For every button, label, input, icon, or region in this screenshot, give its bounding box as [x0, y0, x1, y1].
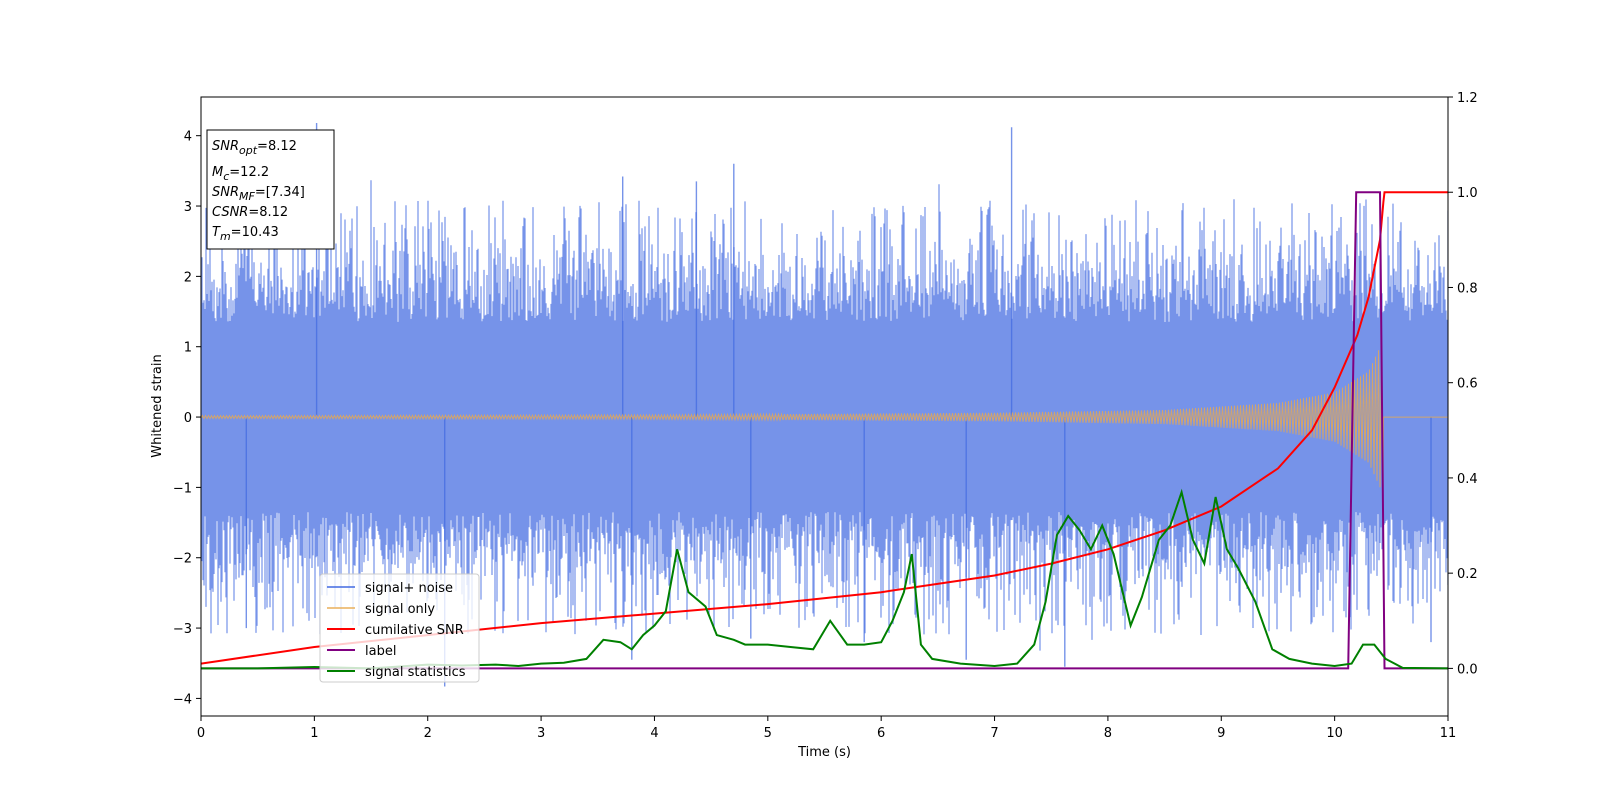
- x-tick-label: 8: [1104, 726, 1112, 741]
- annotation-box: SNRopt=8.12Mc=12.2SNRMF=[7.34]CSNR=8.12T…: [206, 129, 335, 250]
- y-tick-label: 1: [184, 341, 192, 356]
- legend: signal+ noise signal only cumilative SNR la…: [319, 573, 480, 683]
- y-tick-label: 2: [184, 270, 192, 285]
- annotation-lines: SNRopt=8.12Mc=12.2SNRMF=[7.34]CSNR=8.12T…: [212, 139, 305, 243]
- plot-frame: [200, 96, 1449, 717]
- x-axis: 0 1 2 3 4 5 6 7 8 9 10 11: [197, 716, 1456, 741]
- annotation-symbol: SNR: [212, 185, 239, 200]
- annotation-line: Tm=10.43: [212, 225, 279, 243]
- x-tick-label: 11: [1440, 726, 1457, 741]
- signal-noise-spikes: [245, 123, 1432, 687]
- y2-tick-label: 0.8: [1457, 281, 1478, 296]
- y-axis-right: 0.0 0.2 0.4 0.6 0.8 1.0 1.2: [1448, 91, 1478, 677]
- annotation-value: =8.12: [257, 139, 297, 154]
- x-tick-label: 0: [197, 726, 205, 741]
- legend-label: cumilative SNR: [365, 623, 464, 638]
- chirp-layer: [201, 343, 1448, 494]
- legend-entries: signal+ noise signal only cumilative SNR la…: [327, 581, 466, 680]
- y2-tick-label: 0.2: [1457, 567, 1478, 582]
- x-tick-label: 2: [424, 726, 432, 741]
- annotation-line: CSNR=8.12: [212, 205, 288, 220]
- legend-label: signal+ noise: [365, 581, 453, 596]
- y-axis-label: Whitened strain: [150, 354, 165, 457]
- annotation-line: SNRMF=[7.34]: [212, 185, 305, 203]
- x-tick-label: 4: [650, 726, 658, 741]
- annotation-value: =8.12: [248, 205, 288, 220]
- annotation-value: =[7.34]: [255, 185, 305, 200]
- x-tick-label: 1: [310, 726, 318, 741]
- annotation-subscript: m: [220, 230, 231, 243]
- x-tick-label: 9: [1217, 726, 1225, 741]
- annotation-line: Mc=12.2: [212, 165, 269, 183]
- y-tick-label: 3: [184, 200, 192, 215]
- annotation-line: SNRopt=8.12: [212, 139, 297, 157]
- x-tick-label: 10: [1326, 726, 1343, 741]
- annotation-symbol: CSNR: [212, 205, 248, 220]
- annotation-value: =10.43: [231, 225, 279, 240]
- x-axis-label: Time (s): [797, 745, 851, 760]
- x-tick-label: 5: [764, 726, 772, 741]
- x-tick-label: 6: [877, 726, 885, 741]
- y2-tick-label: 1.2: [1457, 91, 1478, 106]
- cumulative-snr-line: [201, 191, 1448, 665]
- annotation-value: =12.2: [229, 165, 269, 180]
- annotation-symbol: M: [212, 165, 223, 180]
- y2-tick-label: 0.4: [1457, 472, 1478, 487]
- stat-layer: [201, 191, 1448, 670]
- x-tick-label: 7: [990, 726, 998, 741]
- annotation-subscript: MF: [239, 190, 255, 203]
- y2-tick-label: 0.6: [1457, 377, 1478, 392]
- legend-label: signal only: [365, 602, 435, 617]
- y-tick-label: 4: [184, 130, 192, 145]
- y-axis-left: −4 −3 −2 −1 0 1 2 3 4: [173, 130, 201, 707]
- signal-only-line: [201, 343, 1448, 494]
- y2-tick-label: 1.0: [1457, 186, 1478, 201]
- signal-statistics-line: [201, 488, 1448, 670]
- y-tick-label: 0: [184, 411, 192, 426]
- y-tick-label: −3: [173, 622, 192, 637]
- legend-label: label: [365, 644, 396, 659]
- annotation-subscript: c: [223, 170, 229, 183]
- y-tick-label: −4: [173, 692, 192, 707]
- label-line: [201, 191, 1448, 670]
- x-tick-label: 3: [537, 726, 545, 741]
- annotation-symbol: SNR: [212, 139, 239, 154]
- y2-tick-label: 0.0: [1457, 662, 1478, 677]
- legend-label: signal statistics: [365, 665, 466, 680]
- y-tick-label: −1: [173, 481, 192, 496]
- annotation-symbol: T: [212, 225, 221, 240]
- annotation-subscript: opt: [239, 144, 258, 157]
- y-tick-label: −2: [173, 552, 192, 567]
